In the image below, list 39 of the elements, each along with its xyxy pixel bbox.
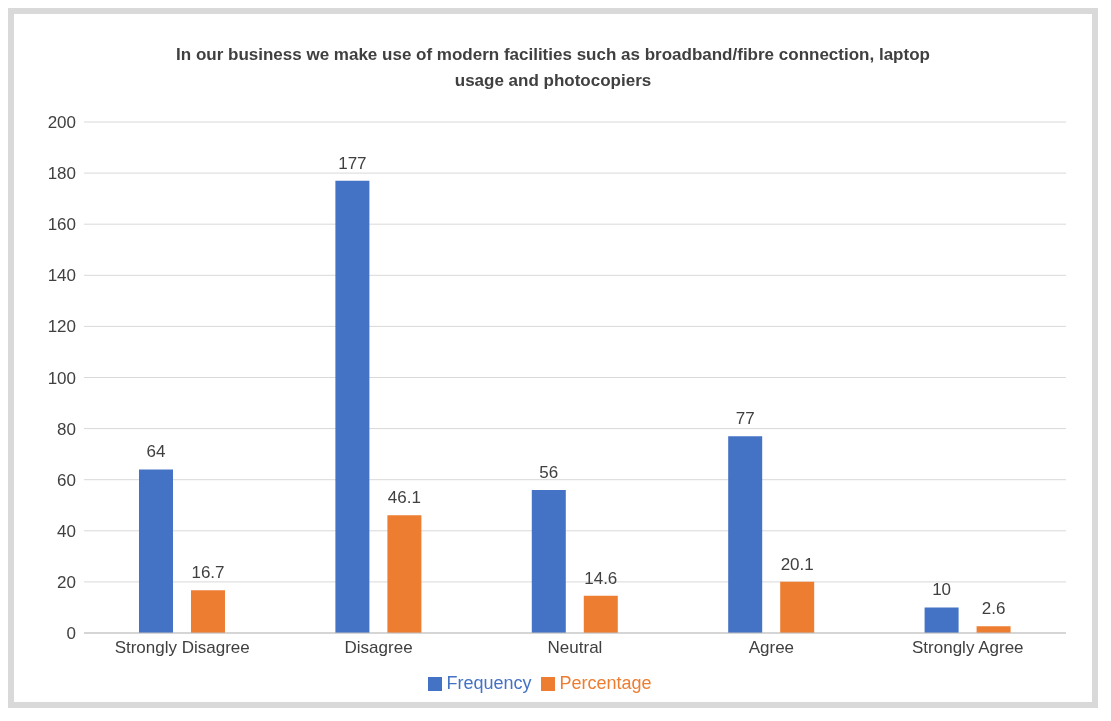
data-label: 56 (539, 462, 559, 482)
bar (138, 469, 173, 633)
x-tick-label: Agree (748, 638, 795, 658)
data-label: 177 (338, 153, 367, 173)
x-tick-label: Neutral (547, 638, 603, 658)
data-label: 16.7 (191, 563, 225, 583)
data-label: 2.6 (981, 599, 1006, 619)
x-tick-label: Strongly Disagree (114, 638, 250, 658)
bar (531, 489, 566, 633)
data-label: 64 (146, 442, 166, 462)
bar (780, 581, 815, 633)
y-tick-label: 20 (57, 572, 76, 592)
y-tick-label: 200 (47, 113, 76, 133)
bar (335, 180, 370, 633)
legend-label: Frequency (446, 673, 532, 693)
y-tick-label: 140 (47, 266, 76, 286)
bar (190, 590, 225, 633)
y-tick-label: 160 (47, 215, 76, 235)
data-label: 77 (735, 409, 755, 429)
y-tick-label: 180 (47, 164, 76, 184)
y-tick-label: 100 (47, 368, 76, 388)
data-label: 20.1 (780, 554, 814, 574)
bar (583, 595, 618, 633)
y-tick-label: 120 (47, 317, 76, 337)
data-label: 46.1 (387, 488, 421, 508)
x-tick-label: Strongly Agree (912, 638, 1024, 658)
x-tick-label: Disagree (344, 638, 413, 658)
data-label: 14.6 (584, 568, 618, 588)
bar (387, 515, 422, 633)
chart-title: In our business we make use of modern facilities such as broadband/fibre connection, laptop usage and photocopiers (175, 44, 931, 92)
bar (728, 436, 763, 633)
y-tick-label: 60 (57, 470, 76, 490)
data-label: 10 (932, 580, 952, 600)
legend-label: Percentage (559, 673, 652, 693)
y-tick-label: 40 (57, 521, 76, 541)
bar (976, 626, 1011, 633)
y-tick-label: 80 (57, 419, 76, 439)
bar (924, 607, 959, 633)
y-tick-label: 0 (66, 624, 76, 644)
